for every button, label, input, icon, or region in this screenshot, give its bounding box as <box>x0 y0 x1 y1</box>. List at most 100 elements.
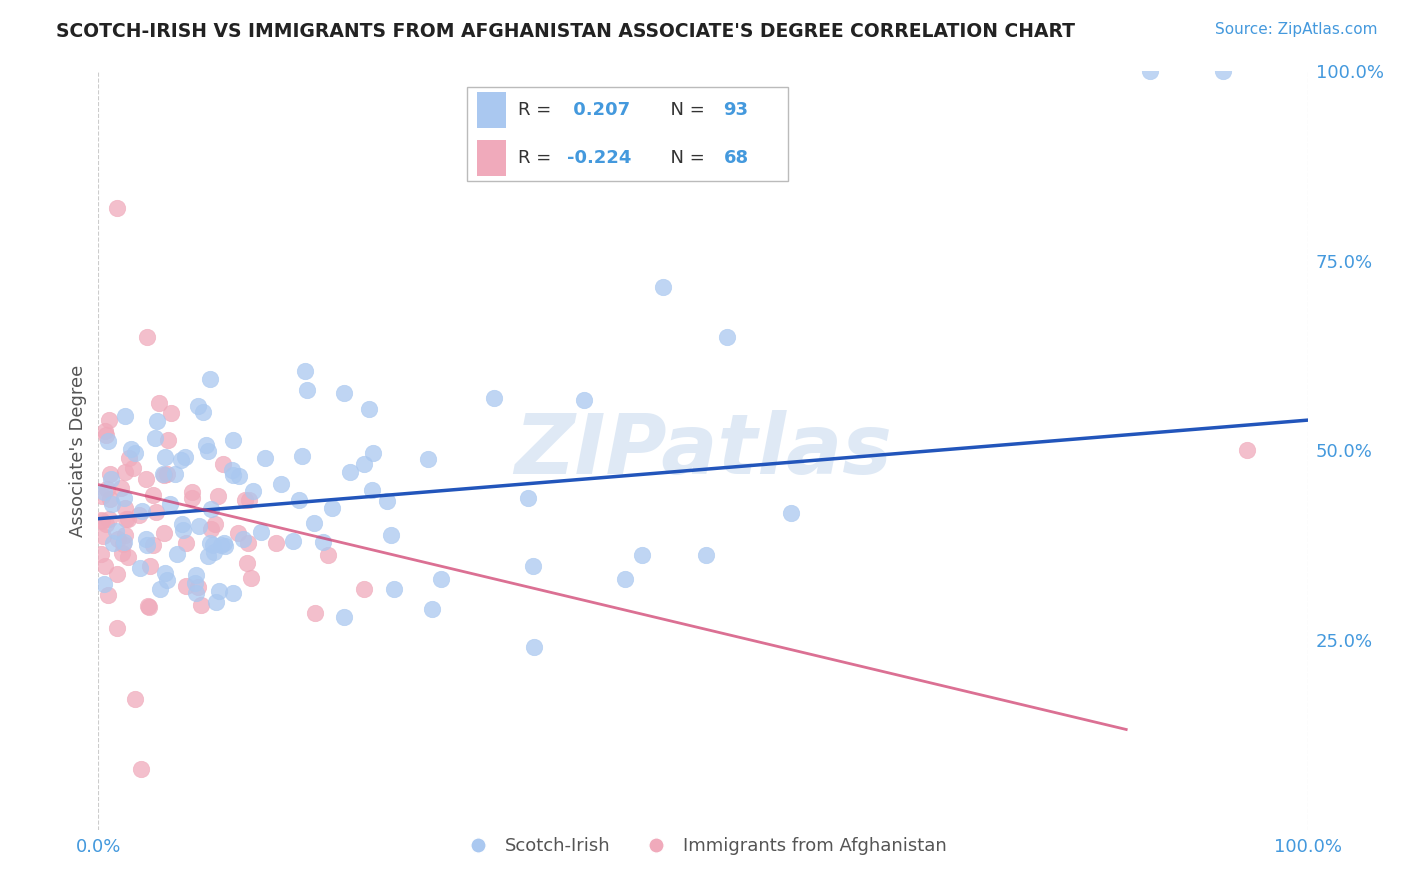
Point <box>129 561 152 575</box>
Point <box>198 372 221 386</box>
Point <box>214 539 236 553</box>
Point <box>160 405 183 420</box>
Point <box>131 504 153 518</box>
Point <box>94 558 117 573</box>
Point <box>201 538 224 552</box>
Point <box>228 469 250 483</box>
Point <box>204 517 226 532</box>
Point <box>174 450 197 465</box>
Point <box>613 572 636 586</box>
Point <box>101 497 124 511</box>
Point <box>96 482 118 496</box>
Point <box>153 526 176 541</box>
Point <box>110 481 132 495</box>
Point <box>166 547 188 561</box>
Point <box>136 538 159 552</box>
Point <box>187 399 209 413</box>
Point <box>98 467 121 481</box>
Point <box>321 500 343 515</box>
Point <box>294 364 316 378</box>
Point <box>523 640 546 654</box>
Point <box>353 457 375 471</box>
Point <box>90 547 112 561</box>
Point <box>145 505 167 519</box>
Point <box>361 446 384 460</box>
Point <box>124 445 146 459</box>
Point <box>97 413 120 427</box>
Point <box>149 582 172 597</box>
Point <box>156 467 179 482</box>
Point <box>111 547 134 561</box>
Point <box>221 433 243 447</box>
Point <box>120 442 142 457</box>
Point <box>382 582 405 597</box>
Point <box>270 476 292 491</box>
Point <box>360 483 382 497</box>
Point <box>517 491 540 505</box>
Text: ZIPatlas: ZIPatlas <box>515 410 891 491</box>
Point <box>94 428 117 442</box>
Point <box>332 609 354 624</box>
Point <box>152 467 174 482</box>
Point <box>135 472 157 486</box>
Point <box>93 485 115 500</box>
Point <box>212 536 235 550</box>
Point <box>93 576 115 591</box>
Point <box>114 465 136 479</box>
Point <box>114 409 136 424</box>
Point <box>117 512 139 526</box>
Point <box>484 392 506 406</box>
Point <box>112 535 135 549</box>
Point <box>200 522 222 536</box>
Point <box>97 434 120 448</box>
Point <box>129 762 152 776</box>
Point <box>142 538 165 552</box>
Point <box>357 401 380 416</box>
Point <box>1212 64 1234 78</box>
Point <box>94 516 117 531</box>
Point <box>339 465 361 479</box>
Point <box>212 457 235 471</box>
Text: Source: ZipAtlas.com: Source: ZipAtlas.com <box>1215 22 1378 37</box>
Point <box>716 330 738 344</box>
Point <box>304 516 326 530</box>
Point <box>139 558 162 573</box>
Point <box>240 571 263 585</box>
Point <box>101 536 124 550</box>
Point <box>209 538 232 552</box>
Point <box>380 528 402 542</box>
Point <box>221 463 243 477</box>
Point <box>107 532 129 546</box>
Point <box>163 467 186 482</box>
Point <box>242 484 264 499</box>
Point <box>200 502 222 516</box>
Point <box>207 489 229 503</box>
Point <box>1139 64 1161 78</box>
Point <box>200 536 222 550</box>
Point <box>1236 443 1258 458</box>
Point <box>695 549 717 563</box>
Point <box>316 548 339 562</box>
Point <box>205 595 228 609</box>
Point <box>135 532 157 546</box>
Point <box>156 433 179 447</box>
Point <box>197 443 219 458</box>
Point <box>153 468 176 483</box>
Point <box>250 525 273 540</box>
Point <box>197 549 219 563</box>
Point <box>174 579 197 593</box>
Point <box>522 559 544 574</box>
Point <box>128 508 150 523</box>
Point <box>235 556 257 570</box>
Point <box>238 493 260 508</box>
Point <box>118 451 141 466</box>
Point <box>114 512 136 526</box>
Point <box>91 529 114 543</box>
Point <box>295 384 318 398</box>
Point <box>304 607 326 621</box>
Point <box>779 506 801 520</box>
Point <box>172 523 194 537</box>
Point <box>122 461 145 475</box>
Point <box>195 438 218 452</box>
Point <box>418 452 440 467</box>
